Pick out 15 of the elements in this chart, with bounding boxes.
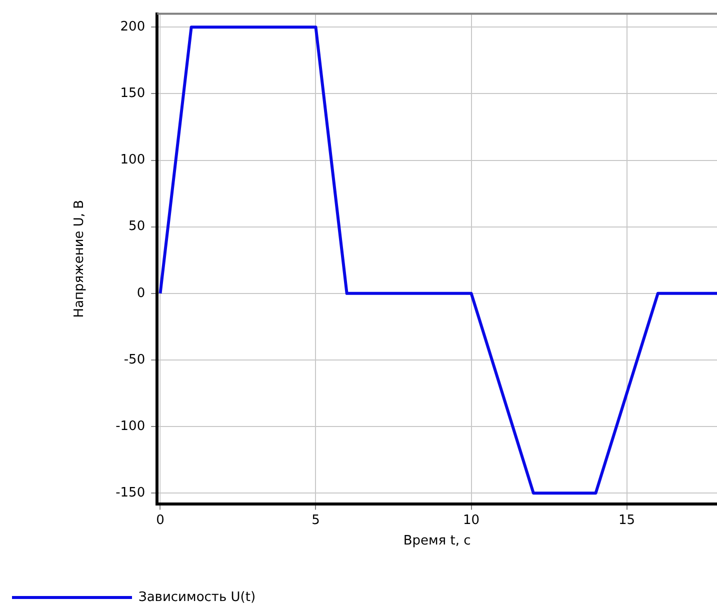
x-tick-label: 15 — [618, 512, 636, 528]
y-axis-title: Напряжение U, В — [72, 200, 88, 318]
x-tick-label: 0 — [156, 512, 164, 528]
y-tick-label: 200 — [120, 19, 146, 34]
x-tick-label: 10 — [462, 512, 480, 528]
x-tick-label: 5 — [312, 512, 320, 528]
y-tick-label: 0 — [136, 286, 146, 301]
y-tick-label: -50 — [124, 352, 146, 368]
y-tick-label: 50 — [128, 219, 146, 234]
x-axis-title: Время t, с — [403, 534, 471, 549]
y-tick-label: 150 — [120, 86, 146, 102]
y-tick-label: 100 — [120, 152, 146, 168]
y-tick-label: -150 — [116, 486, 146, 501]
text: Зависимость U(t) — [138, 590, 256, 605]
y-tick-label: -100 — [116, 418, 146, 434]
